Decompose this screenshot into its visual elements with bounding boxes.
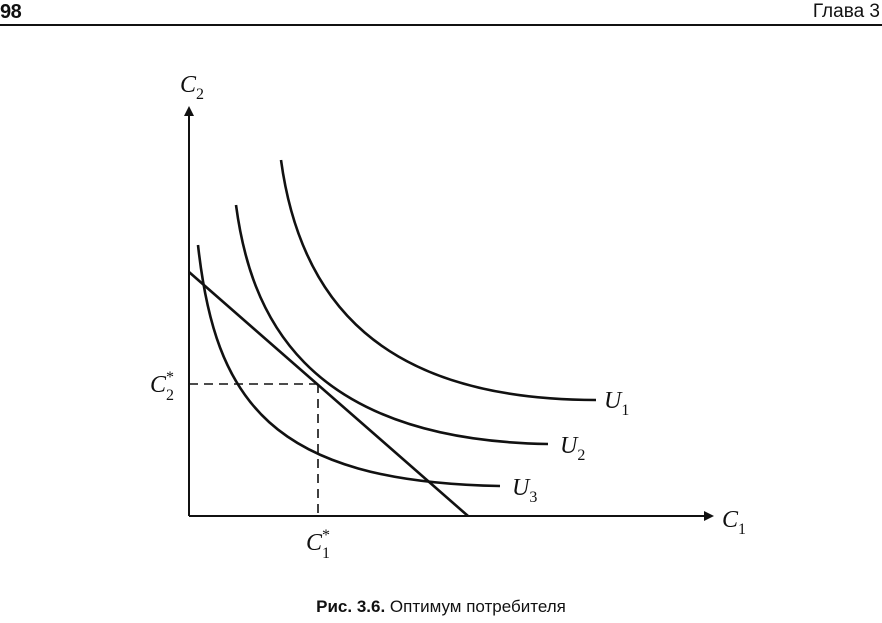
optimum-y-label: C* bbox=[150, 369, 174, 398]
figure-caption: Рис. 3.6. Оптимум потребителя bbox=[0, 596, 882, 618]
optimum-x-label: C* bbox=[306, 527, 330, 556]
curve-label-u3: U3 bbox=[512, 475, 537, 506]
caption-text: Оптимум потребителя bbox=[389, 597, 566, 616]
chapter-title: Глава 3 bbox=[812, 1, 880, 22]
indifference-curve-u1 bbox=[279, 159, 597, 402]
page-number: 98 bbox=[0, 1, 22, 23]
curve-label-u2: U2 bbox=[560, 433, 585, 464]
indifference-curve-u3 bbox=[196, 244, 501, 488]
header-divider bbox=[0, 24, 882, 26]
indifference-curve-u2 bbox=[234, 204, 549, 446]
optimum-y-label-sub: 2 bbox=[166, 387, 174, 404]
optimum-x-label-sub: 1 bbox=[322, 545, 330, 562]
y-axis-label: C2 bbox=[180, 72, 204, 103]
curve-label-u1: U1 bbox=[604, 388, 629, 419]
caption-figure-number: Рис. 3.6. bbox=[316, 597, 386, 616]
x-axis-label: C1 bbox=[722, 507, 746, 538]
budget-line bbox=[188, 271, 469, 517]
